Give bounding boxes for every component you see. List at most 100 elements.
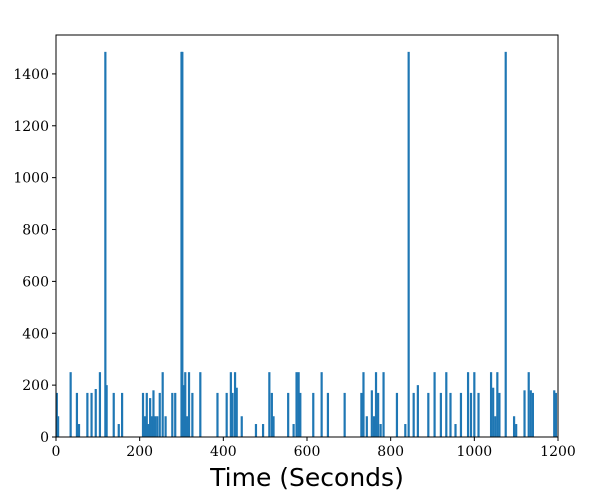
bar	[504, 51, 507, 438]
bar	[343, 392, 346, 437]
bar	[94, 389, 97, 437]
bar	[469, 392, 473, 437]
bar	[494, 416, 497, 437]
bar	[156, 416, 159, 437]
bar	[554, 392, 558, 437]
bar	[112, 392, 115, 437]
bar	[158, 392, 161, 437]
bar	[56, 416, 60, 437]
bar	[229, 372, 232, 437]
bar	[272, 416, 275, 437]
bar	[185, 416, 189, 437]
bar	[553, 390, 556, 437]
bar	[498, 392, 501, 437]
bar	[312, 392, 315, 437]
bar	[404, 424, 407, 437]
bar	[454, 424, 457, 437]
y-tick-label: 600	[22, 274, 49, 290]
y-tick-label: 1400	[13, 67, 49, 83]
bar	[292, 424, 295, 437]
bar	[77, 424, 81, 437]
bar	[365, 416, 368, 437]
bar	[144, 416, 147, 437]
bar	[407, 51, 410, 438]
x-tick-label: 200	[126, 444, 153, 460]
y-tick-label: 1200	[13, 119, 49, 135]
bar	[105, 385, 108, 437]
bar	[149, 398, 152, 437]
bar	[171, 392, 174, 437]
bar	[90, 392, 93, 437]
bar	[445, 372, 448, 437]
bar	[320, 372, 323, 437]
bar	[233, 372, 237, 437]
bar	[240, 416, 243, 437]
bar	[152, 390, 155, 437]
y-tick-label: 400	[22, 326, 49, 342]
bar	[492, 387, 495, 437]
ticks-layer: 0 200 400 600 800 1000 1200 0 200 400 600 800 1000 12…	[13, 67, 575, 460]
bar	[531, 392, 534, 437]
bar	[182, 385, 185, 437]
bar	[527, 372, 530, 437]
bar	[191, 392, 194, 437]
bar	[150, 416, 153, 437]
bar	[254, 424, 258, 437]
bar	[370, 390, 373, 437]
bar	[98, 372, 102, 437]
bar	[439, 392, 442, 437]
bar	[326, 392, 330, 437]
bar	[199, 372, 202, 437]
bar	[377, 392, 380, 437]
bar	[379, 424, 382, 437]
bar	[295, 372, 298, 437]
bar	[184, 372, 187, 437]
bar	[362, 372, 365, 437]
bar	[104, 51, 107, 438]
bar	[382, 372, 385, 437]
bar	[147, 424, 150, 437]
bar	[86, 392, 89, 437]
bar	[297, 372, 300, 437]
bar	[270, 392, 273, 437]
plot-area-frame	[55, 34, 559, 438]
bar	[161, 372, 164, 437]
x-tick-label: 0	[52, 444, 61, 460]
bar	[187, 372, 191, 437]
bar	[299, 392, 302, 437]
bar	[477, 392, 480, 437]
x-tick-label: 1200	[540, 444, 576, 460]
bar	[268, 372, 271, 437]
bar	[141, 392, 145, 437]
bar	[489, 372, 493, 437]
x-tick-label: 600	[294, 444, 321, 460]
bar	[395, 392, 399, 437]
bar	[412, 392, 415, 437]
bar	[121, 392, 124, 437]
bar	[473, 372, 476, 437]
x-tick-label: 400	[210, 444, 237, 460]
bar	[164, 416, 167, 437]
x-tick-label: 800	[377, 444, 404, 460]
bar	[225, 392, 228, 437]
bar	[231, 392, 234, 437]
bar	[433, 372, 436, 437]
bar	[466, 372, 470, 437]
y-tick-label: 200	[22, 378, 49, 394]
bar	[117, 424, 120, 437]
bar	[261, 424, 265, 437]
y-tick-label: 800	[22, 223, 49, 239]
bar	[75, 392, 79, 437]
bar	[181, 51, 184, 438]
bar	[416, 385, 419, 437]
bar	[154, 416, 157, 437]
bar	[449, 392, 452, 437]
bar	[496, 372, 499, 437]
bar	[360, 392, 363, 437]
bar	[427, 392, 430, 437]
bar	[216, 392, 219, 437]
bar	[374, 372, 378, 437]
bar	[55, 392, 58, 437]
bar	[145, 392, 148, 437]
